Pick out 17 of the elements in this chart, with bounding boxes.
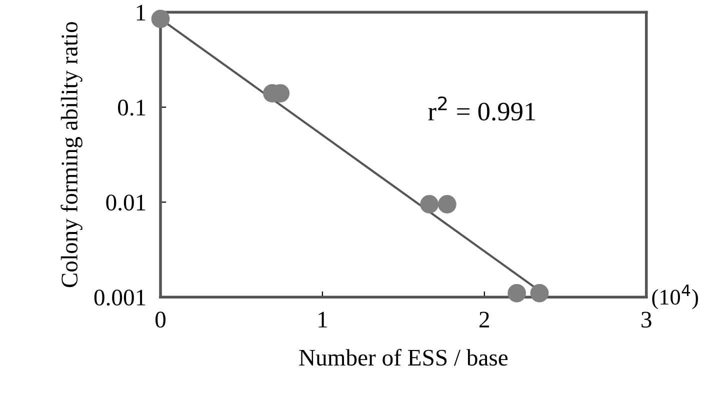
point bbox=[530, 284, 549, 302]
y-tick-label: 1 bbox=[136, 4, 146, 20]
point bbox=[508, 284, 526, 302]
x-tick-label: 2 bbox=[480, 312, 490, 328]
point bbox=[151, 10, 170, 28]
point bbox=[420, 195, 439, 214]
annotation: r$^{2}$ = 0.991 bbox=[428, 96, 536, 121]
x-tick-label: 0 bbox=[156, 312, 166, 328]
y-tick-label: 0.01 bbox=[106, 194, 146, 211]
x-axis-title: Number of ESS / base bbox=[299, 348, 508, 366]
x-tick-label: 3 bbox=[642, 312, 652, 328]
y-axis-title: Colony forming ability ratio bbox=[60, 22, 82, 288]
text: (10$^{4}$) bbox=[652, 284, 698, 310]
y-tick-label: 0.001 bbox=[94, 290, 146, 306]
point bbox=[438, 195, 456, 214]
y-tick-label: 0.1 bbox=[118, 100, 146, 116]
x-tick-label: 1 bbox=[318, 312, 327, 328]
